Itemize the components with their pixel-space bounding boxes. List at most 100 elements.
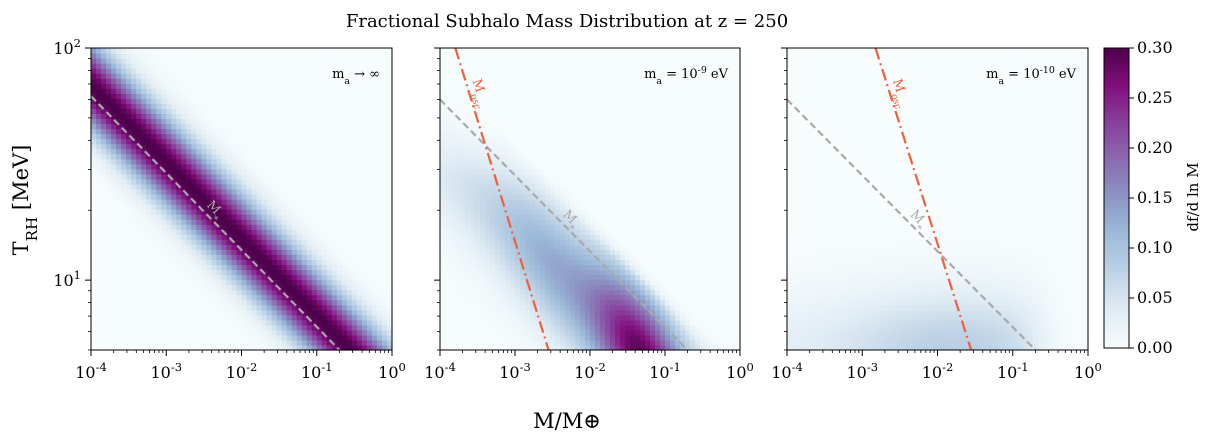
heatmap-cell bbox=[91, 299, 97, 306]
heatmap-cell bbox=[136, 153, 142, 160]
heatmap-cell bbox=[171, 269, 177, 276]
heatmap-cell bbox=[311, 188, 318, 195]
heatmap-cell bbox=[156, 259, 162, 266]
heatmap-cell bbox=[351, 219, 358, 225]
heatmap-cell bbox=[336, 339, 343, 346]
heatmap-cell bbox=[96, 219, 102, 225]
heatmap-cell bbox=[121, 224, 127, 230]
heatmap-cell bbox=[256, 178, 263, 185]
heatmap-cell bbox=[276, 219, 283, 225]
heatmap-cell bbox=[316, 53, 323, 59]
heatmap-cell bbox=[341, 103, 348, 109]
heatmap-cell bbox=[146, 128, 152, 135]
heatmap-cell bbox=[351, 188, 358, 195]
heatmap-cell bbox=[161, 234, 167, 240]
heatmap-cell bbox=[510, 163, 516, 170]
heatmap-cell bbox=[176, 128, 182, 135]
heatmap-cell bbox=[480, 168, 486, 175]
heatmap-cell bbox=[286, 324, 293, 331]
heatmap-cell bbox=[326, 199, 333, 205]
heatmap-cell bbox=[505, 103, 511, 109]
heatmap-cell bbox=[475, 58, 481, 64]
heatmap-cell bbox=[525, 118, 531, 125]
heatmap-cell bbox=[186, 68, 192, 74]
heatmap-cell bbox=[366, 143, 373, 150]
heatmap-cell bbox=[161, 158, 167, 165]
heatmap-cell bbox=[216, 128, 223, 135]
heatmap-cell bbox=[510, 178, 516, 185]
heatmap-cell bbox=[535, 173, 541, 180]
heatmap-cell bbox=[291, 108, 298, 115]
heatmap-cell bbox=[181, 63, 187, 69]
heatmap-cell bbox=[530, 78, 536, 84]
heatmap-cell bbox=[161, 329, 167, 336]
heatmap-cell bbox=[530, 188, 536, 195]
heatmap-cell bbox=[216, 93, 223, 99]
heatmap-cell bbox=[545, 314, 551, 321]
heatmap-cell bbox=[186, 48, 192, 54]
heatmap-cell bbox=[226, 53, 233, 59]
heatmap-cell bbox=[530, 153, 536, 160]
heatmap-cell bbox=[525, 48, 531, 54]
heatmap-cell bbox=[510, 304, 516, 311]
heatmap-cell bbox=[171, 118, 177, 125]
heatmap-cell bbox=[111, 58, 117, 64]
heatmap-cell bbox=[276, 153, 283, 160]
heatmap-cell bbox=[540, 188, 546, 195]
heatmap-cell bbox=[500, 113, 506, 120]
heatmap-cell bbox=[286, 128, 293, 135]
heatmap-cell bbox=[381, 274, 388, 281]
heatmap-cell bbox=[326, 239, 333, 245]
heatmap-cell bbox=[211, 148, 218, 155]
heatmap-cell bbox=[311, 193, 318, 200]
heatmap-cell bbox=[540, 93, 546, 99]
heatmap-cell bbox=[256, 153, 263, 160]
heatmap-cell bbox=[306, 294, 313, 301]
heatmap-cell bbox=[381, 234, 388, 240]
heatmap-cell bbox=[211, 264, 218, 271]
heatmap-cell bbox=[241, 249, 248, 255]
heatmap-cell bbox=[206, 73, 212, 79]
heatmap-cell bbox=[540, 73, 546, 79]
heatmap-cell bbox=[211, 304, 218, 311]
heatmap-cell bbox=[525, 204, 531, 210]
heatmap-cell bbox=[490, 163, 496, 170]
heatmap-cell bbox=[156, 168, 162, 175]
heatmap-cell bbox=[381, 319, 388, 326]
heatmap-cell bbox=[121, 153, 127, 160]
heatmap-cell bbox=[495, 229, 501, 235]
heatmap-cell bbox=[271, 314, 278, 321]
heatmap-cell bbox=[366, 118, 373, 125]
heatmap-cell bbox=[485, 239, 491, 245]
heatmap-cell bbox=[545, 304, 551, 311]
heatmap-cell bbox=[221, 339, 228, 346]
heatmap-cell bbox=[241, 53, 248, 59]
heatmap-cell bbox=[346, 219, 353, 225]
heatmap-cell bbox=[111, 128, 117, 135]
heatmap-cell bbox=[321, 269, 328, 276]
heatmap-cell bbox=[191, 344, 197, 351]
heatmap-cell bbox=[495, 168, 501, 175]
heatmap-cell bbox=[336, 98, 343, 104]
heatmap-cell bbox=[475, 334, 481, 341]
heatmap-cell bbox=[485, 304, 491, 311]
heatmap-cell bbox=[91, 168, 97, 175]
heatmap-cell bbox=[241, 329, 248, 336]
heatmap-cell bbox=[500, 329, 506, 336]
heatmap-cell bbox=[460, 53, 466, 59]
heatmap-cell bbox=[166, 224, 172, 230]
heatmap-cell bbox=[301, 128, 308, 135]
heatmap-cell bbox=[311, 279, 318, 286]
heatmap-cell bbox=[490, 118, 496, 125]
heatmap-cell bbox=[291, 68, 298, 74]
heatmap-cell bbox=[381, 108, 388, 115]
heatmap-cell bbox=[306, 299, 313, 306]
heatmap-cell bbox=[515, 103, 521, 109]
heatmap-cell bbox=[171, 319, 177, 326]
heatmap-cell bbox=[316, 58, 323, 64]
heatmap-cell bbox=[376, 63, 383, 69]
heatmap-cell bbox=[201, 214, 207, 220]
heatmap-cell bbox=[470, 193, 476, 200]
heatmap-cell bbox=[276, 63, 283, 69]
heatmap-cell bbox=[276, 178, 283, 185]
